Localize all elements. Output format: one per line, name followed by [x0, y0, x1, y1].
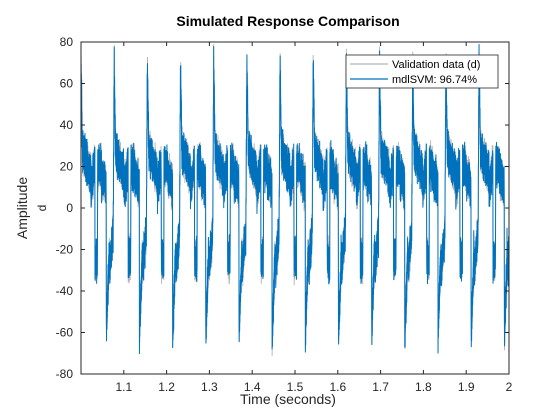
- x-tick-label: 1.6: [329, 380, 346, 394]
- y-axis-sublabel: d: [35, 205, 49, 212]
- series-line-model: [80, 44, 510, 355]
- series-layer: [80, 44, 510, 357]
- ticks-layer: 1.1 1.2 1.3 1.4 1.5 1.6 1.7 1.8 1.9 2 -80 -60 -40 -20…: [56, 35, 513, 394]
- y-tick-label: -40: [56, 284, 74, 298]
- y-tick-label: -80: [56, 367, 74, 381]
- y-tick-label: 80: [60, 35, 74, 49]
- x-tick-label: 1.9: [458, 380, 475, 394]
- y-tick-label: 20: [60, 160, 74, 174]
- y-axis-label: Amplitude: [14, 177, 30, 239]
- legend[interactable]: Validation data (d) mdlSVM: 96.74%: [345, 54, 499, 89]
- x-tick-label: 1.8: [415, 380, 432, 394]
- y-tick-label: 0: [66, 201, 73, 215]
- legend-label-validation: Validation data (d): [392, 59, 480, 71]
- x-tick-label: 1.3: [201, 380, 218, 394]
- x-tick-label: 2: [506, 380, 513, 394]
- y-tick-label: 60: [60, 77, 74, 91]
- x-tick-label: 1.4: [244, 380, 261, 394]
- x-axis-label: Time (seconds): [240, 391, 336, 407]
- y-tick-label: -60: [56, 326, 74, 340]
- x-tick-label: 1.2: [158, 380, 175, 394]
- y-tick-label: -20: [56, 243, 74, 257]
- chart-title: Simulated Response Comparison: [176, 13, 399, 29]
- legend-box: [345, 54, 499, 89]
- x-tick-label: 1.7: [372, 380, 389, 394]
- y-tick-label: 40: [60, 118, 74, 132]
- legend-label-model: mdlSVM: 96.74%: [392, 74, 477, 86]
- x-tick-label: 1.5: [287, 380, 304, 394]
- x-tick-label: 1.1: [115, 380, 132, 394]
